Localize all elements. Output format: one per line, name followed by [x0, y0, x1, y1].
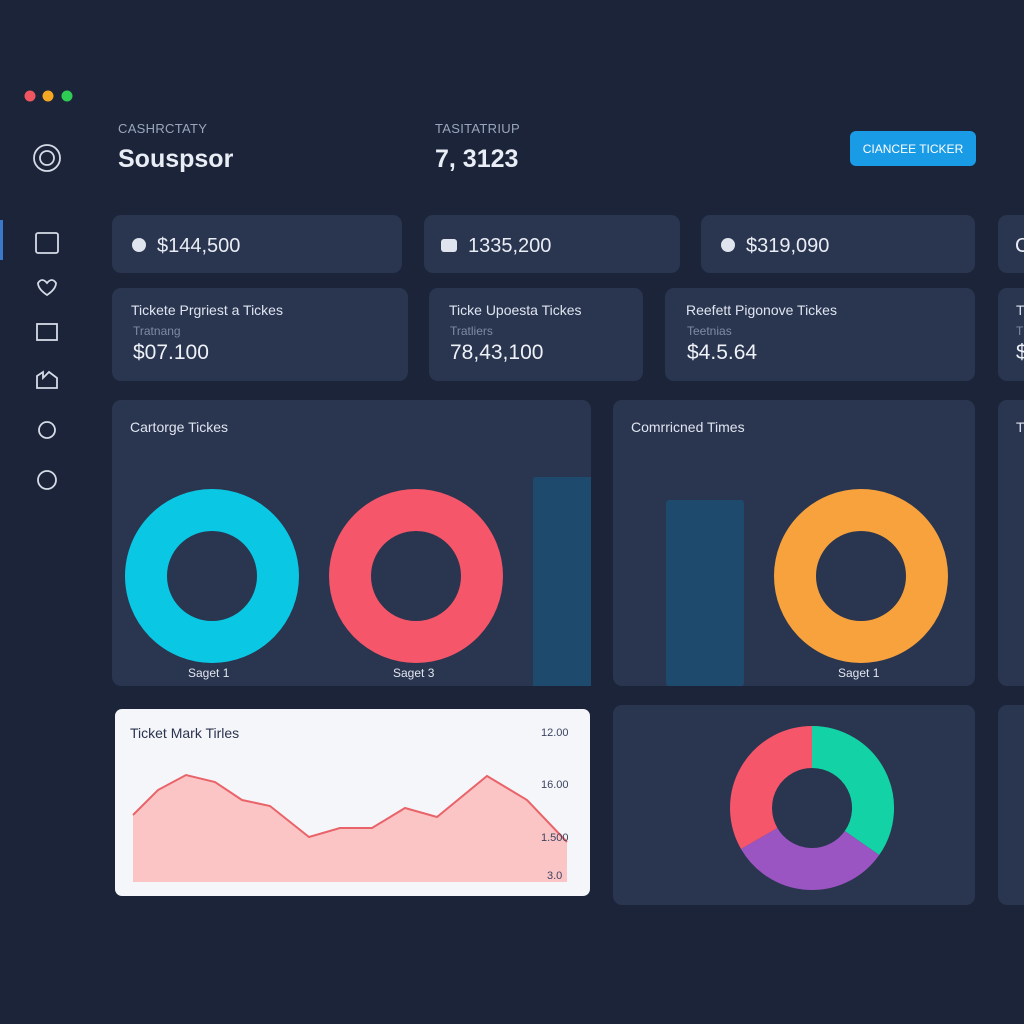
- donut-segment: [741, 827, 880, 890]
- bar-shape: [533, 477, 591, 686]
- ticket-title: Tickete Prgriest a Tickes: [131, 302, 283, 318]
- donut-label: Saget 1: [838, 666, 880, 680]
- ticket-subtitle: T: [1016, 324, 1024, 338]
- axis-label: 1.500: [541, 832, 569, 844]
- ticket-value: $4.5.64: [687, 341, 758, 364]
- stat-card: [998, 215, 1024, 273]
- nav-icon[interactable]: [36, 323, 58, 341]
- ticket-card: [665, 288, 975, 381]
- stat-card: [424, 215, 680, 273]
- side-panel: [998, 705, 1024, 905]
- stat-value: $144,500: [157, 235, 241, 257]
- stat-value: $319,090: [746, 235, 830, 257]
- logo-icon-inner: [39, 150, 55, 166]
- donut: [329, 489, 503, 663]
- header-value: Souspsor: [118, 145, 234, 173]
- nav-icon[interactable]: [37, 279, 57, 297]
- ticket-value: $07.100: [133, 341, 209, 364]
- panel-title: Cartorge Tickes: [130, 419, 229, 435]
- chart-panel: [998, 400, 1024, 686]
- window-minimize[interactable]: [42, 90, 54, 102]
- action-button[interactable]: CIANCEE TICKER: [850, 131, 976, 166]
- ticket-card: [429, 288, 643, 381]
- axis-label: 16.00: [541, 779, 569, 791]
- stat-card: [701, 215, 975, 273]
- donut-segment: [730, 726, 814, 849]
- axis-label: 3.0: [547, 870, 563, 882]
- window-maximize[interactable]: [61, 90, 73, 102]
- stat-icon: [721, 238, 735, 252]
- header-label: TASITATRIUP: [435, 121, 520, 136]
- stat-icon: [441, 239, 457, 252]
- donut-label: Saget 3: [393, 666, 435, 680]
- ticket-title: Reefett Pigonove Tickes: [686, 302, 837, 318]
- donut: [774, 489, 948, 663]
- trend-title: Ticket Mark Tirles: [130, 725, 240, 741]
- donut: [125, 489, 299, 663]
- window-close[interactable]: [24, 90, 36, 102]
- ticket-subtitle: Tratnang: [133, 324, 181, 338]
- nav-active-indicator: [0, 220, 3, 260]
- panel-title: T: [1016, 419, 1024, 435]
- header-label: CASHRCTATY: [118, 121, 208, 136]
- stat-value: 1335,200: [468, 235, 552, 257]
- nav-icon[interactable]: [35, 232, 59, 254]
- ticket-subtitle: Teetnias: [687, 324, 732, 338]
- donut-segment: [811, 726, 895, 856]
- logo-icon[interactable]: [33, 144, 61, 172]
- donut-label: Saget 1: [188, 666, 230, 680]
- ticket-card: [998, 288, 1024, 381]
- stat-card: [112, 215, 402, 273]
- sidebar: [33, 144, 61, 490]
- bar-shape: [666, 500, 744, 686]
- ticket-subtitle: Tratliers: [450, 324, 493, 338]
- ticket-title: Ticke Upoesta Tickes: [449, 302, 582, 318]
- ticket-title: T: [1016, 302, 1024, 318]
- stat-value: C: [1015, 235, 1024, 257]
- axis-label: 12.00: [541, 727, 569, 739]
- ticket-card: [112, 288, 408, 381]
- area-line: [132, 773, 568, 843]
- header-value: 7, 3123: [435, 145, 519, 173]
- ticket-value: $: [1016, 341, 1024, 364]
- nav-icon[interactable]: [38, 421, 56, 439]
- nav-icon[interactable]: [36, 370, 58, 389]
- ticket-value: 78,43,100: [450, 341, 544, 364]
- pie-panel: [613, 705, 975, 905]
- stat-icon: [132, 238, 146, 252]
- pie-donut: [730, 726, 895, 890]
- nav-icon[interactable]: [37, 470, 57, 490]
- panel-title: Comrricned Times: [631, 419, 745, 435]
